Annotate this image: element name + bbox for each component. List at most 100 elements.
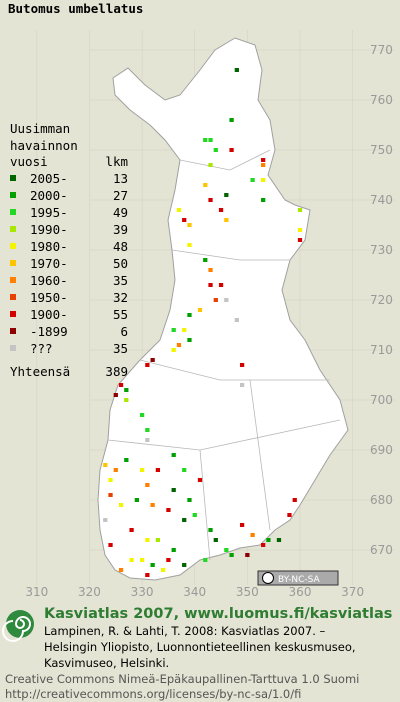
observation-square [213,538,218,542]
observation-square [208,528,213,532]
observation-square [129,528,134,532]
legend-label: 1990- [30,222,68,237]
legend-heading: vuosi [10,154,48,169]
footer-heading: Kasviatlas 2007, www.luomus.fi/kasviatla… [44,606,392,622]
legend-label: 1970- [30,256,68,271]
observation-square [208,198,213,202]
legend-count: 13 [113,171,128,186]
x-tick-label: 310 [25,585,48,599]
observation-square [197,478,203,482]
x-tick-label: 370 [341,585,364,599]
observation-square [113,468,118,472]
legend-swatch [10,260,16,266]
observation-square [203,558,208,562]
observation-square [150,563,155,567]
observation-square [224,298,229,302]
observation-square [155,468,161,472]
observation-square [182,328,187,332]
observation-square [150,358,155,362]
legend-swatch [10,328,16,334]
observation-square [250,178,255,182]
legend-count: 50 [113,256,128,271]
observation-square [187,498,192,502]
observation-square [166,508,171,512]
observation-square [176,208,182,212]
observation-square [192,513,197,517]
observation-square [203,138,208,142]
observation-square [145,438,150,442]
observation-square [234,318,239,322]
legend-label: -1899 [30,324,68,339]
observation-square [250,533,255,537]
legend-label: 1960- [30,273,68,288]
observation-square [224,193,229,197]
y-tick-label: 760 [370,93,393,107]
observation-square [124,388,129,392]
map-title: Butomus umbellatus [8,1,143,16]
legend-swatch [10,192,16,198]
legend-swatch [10,345,16,351]
y-tick-label: 730 [370,243,393,257]
observation-square [182,563,187,567]
observation-square [171,488,176,492]
observation-square [187,338,192,342]
legend-count-heading: lkm [105,154,128,169]
observation-square [208,163,213,167]
legend-label: 1950- [30,290,68,305]
legend-count: 48 [113,239,128,254]
observation-square [113,393,118,397]
cc-logo [262,572,274,584]
observation-square [145,363,150,367]
observation-square [118,503,124,507]
legend-swatch [10,294,16,300]
observation-square [218,283,224,287]
observation-square [187,243,192,247]
observation-square [124,458,129,462]
y-tick-label: 670 [370,543,393,557]
observation-square [218,208,224,212]
legend-label: 1995- [30,205,68,220]
observation-square [229,148,234,152]
cc-badge[interactable] [257,570,339,586]
legend-count: 55 [113,307,128,322]
finland-outline [97,37,349,581]
observation-square [134,498,139,502]
citation-line: Kasvimuseo, Helsinki. [44,656,169,670]
observation-square [229,118,234,122]
observation-square [108,478,113,482]
observation-square [197,308,203,312]
observation-square [287,513,292,517]
observation-square [239,383,245,387]
observation-square [276,538,282,542]
observation-square [171,348,176,352]
legend-count: 6 [120,324,128,339]
observation-square [213,148,218,152]
legend-swatch [10,243,16,249]
citation-line: Lampinen, R. & Lahti, T. 2008: Kasviatla… [44,624,326,638]
region-borders [107,149,341,561]
observation-square [145,428,150,432]
observation-square [261,163,266,167]
legend-swatch [10,226,16,232]
legend-label: ??? [30,341,53,356]
legend-swatch [10,175,16,181]
observation-square [234,68,239,72]
license-line: Creative Commons Nimeä-Epäkaupallinen-Ta… [5,672,359,686]
observation-square [261,178,266,182]
observation-square [182,518,187,522]
observation-square [103,463,108,467]
observation-square [261,543,266,547]
legend-heading: havainnon [10,138,78,153]
observation-square [139,413,145,417]
observation-square [261,158,266,162]
observation-square [139,468,145,472]
observation-square [171,453,176,457]
observation-square [129,558,134,562]
legend-swatch [10,311,16,317]
observation-square [203,183,208,187]
observation-square [108,493,113,497]
observation-square [208,283,213,287]
cc-badge-text: BY-NC-SA [278,575,321,585]
observation-square [103,518,108,522]
